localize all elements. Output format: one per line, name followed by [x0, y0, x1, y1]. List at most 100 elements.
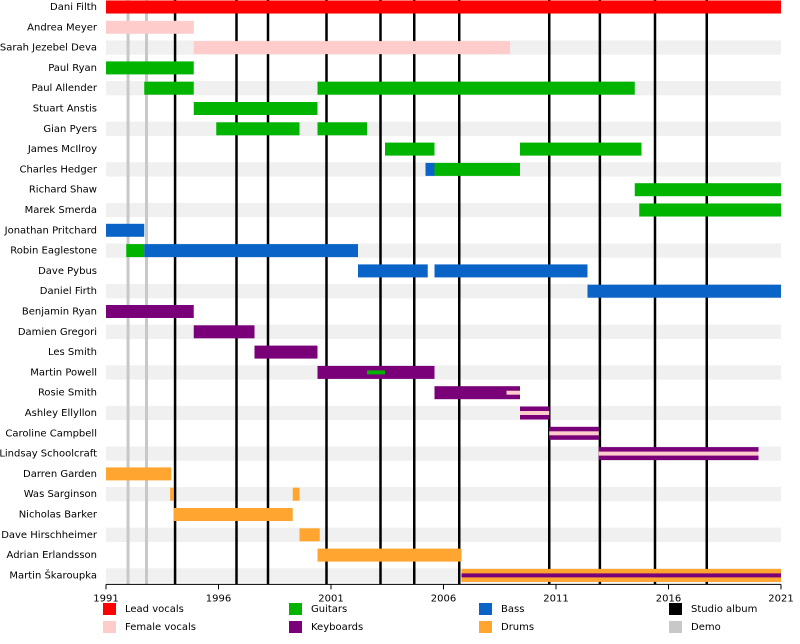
legend-label: Demo: [691, 622, 721, 633]
role-bar: [434, 162, 520, 176]
x-tick-label: 2021: [768, 593, 793, 604]
role-bar: [106, 467, 172, 481]
secondary-bar: [598, 451, 759, 456]
row-stripe: [106, 527, 781, 542]
legend-label: Keyboards: [311, 622, 363, 633]
member-name: Benjamin Ryan: [22, 307, 97, 318]
secondary-bar: [520, 411, 550, 415]
member-name: Paul Allender: [31, 83, 97, 94]
role-bar: [317, 548, 462, 562]
secondary-bar: [367, 370, 385, 375]
member-name: Adrian Erlandsson: [7, 550, 97, 561]
legend-swatch: [289, 603, 302, 615]
row-stripe: [106, 487, 781, 502]
member-name: Charles Hedger: [19, 164, 97, 175]
role-bar: [106, 20, 194, 34]
row-stripe: [106, 182, 781, 197]
role-bar: [106, 223, 145, 237]
member-name: Lindsay Schoolcraft: [0, 449, 97, 460]
member-name: Dani Filth: [50, 2, 97, 13]
row-stripe: [106, 304, 781, 319]
legend-swatch: [479, 621, 492, 633]
legend-swatch: [103, 603, 116, 615]
legend-label: Bass: [501, 604, 524, 615]
role-bar: [385, 142, 435, 156]
role-bar: [254, 345, 318, 359]
role-bar: [216, 122, 300, 136]
x-tick-label: 2011: [543, 593, 568, 604]
row-stripe: [106, 141, 781, 157]
member-name: Dave Pybus: [38, 266, 97, 277]
row-stripe: [106, 324, 781, 339]
role-bar: [358, 264, 428, 278]
legend-swatch: [103, 621, 116, 633]
role-bar: [425, 162, 435, 176]
member-name: Andrea Meyer: [27, 22, 98, 33]
legend-swatch: [479, 603, 492, 615]
secondary-bar: [461, 573, 781, 578]
role-bar: [144, 244, 358, 258]
legend-label: Lead vocals: [125, 604, 184, 615]
secondary-bar: [549, 431, 599, 436]
role-bar: [292, 487, 300, 501]
role-bar: [106, 0, 781, 14]
role-bar: [434, 386, 520, 400]
member-name: Nicholas Barker: [19, 510, 98, 521]
row-stripe: [106, 223, 781, 238]
role-bar: [106, 61, 194, 75]
member-name: Martin Powell: [30, 367, 97, 378]
member-name: Caroline Campbell: [5, 428, 97, 439]
row-stripe: [106, 60, 781, 76]
member-name: Marek Smerda: [25, 205, 97, 216]
member-name: Jonathan Pritchard: [4, 225, 97, 236]
member-name: Was Sarginson: [24, 489, 97, 500]
role-bar: [587, 284, 781, 298]
member-name: Martin Škaroupka: [9, 568, 97, 581]
member-name: Darren Garden: [23, 469, 97, 480]
row-stripe: [106, 344, 781, 360]
member-name: Dave Hirschheimer: [1, 530, 98, 541]
legend-label: Studio album: [691, 604, 757, 615]
member-name: James McIlroy: [27, 144, 97, 155]
member-name: Richard Shaw: [29, 185, 97, 196]
x-tick-label: 1996: [206, 593, 231, 604]
role-bar: [634, 183, 781, 197]
row-stripe: [106, 405, 781, 421]
x-tick-label: 2016: [656, 593, 681, 604]
member-name: Sarah Jezebel Deva: [0, 43, 97, 54]
row-stripe: [106, 426, 781, 441]
role-bar: [193, 102, 318, 115]
role-bar: [193, 325, 255, 339]
row-stripe: [106, 121, 781, 136]
x-tick-label: 2006: [431, 593, 456, 604]
role-bar: [193, 41, 511, 55]
x-tick-label: 2001: [318, 593, 343, 604]
row-stripe: [106, 466, 781, 482]
member-name: Stuart Anstis: [33, 104, 97, 115]
role-bar: [170, 487, 174, 501]
member-name: Damien Gregori: [18, 327, 97, 338]
role-bar: [639, 203, 781, 217]
role-bar: [126, 244, 145, 258]
row-stripe: [106, 202, 781, 218]
secondary-bar: [506, 390, 520, 395]
member-name: Paul Ryan: [48, 63, 97, 74]
member-name: Ashley Ellyllon: [25, 408, 97, 419]
legend-swatch: [669, 621, 682, 633]
member-name: Daniel Firth: [40, 286, 97, 297]
role-bar: [317, 122, 367, 136]
role-bar: [106, 305, 194, 318]
row-stripe: [106, 20, 781, 35]
role-bar: [434, 264, 588, 278]
role-bar: [299, 528, 320, 542]
legend-swatch: [669, 603, 682, 615]
role-bar: [520, 142, 642, 156]
member-name: Gian Pyers: [43, 124, 97, 135]
member-name: Les Smith: [48, 347, 97, 358]
legend-label: Guitars: [311, 604, 347, 615]
x-tick-label: 1991: [93, 593, 118, 604]
member-name: Robin Eaglestone: [10, 246, 97, 257]
role-bar: [173, 508, 293, 521]
role-bar: [144, 81, 194, 95]
